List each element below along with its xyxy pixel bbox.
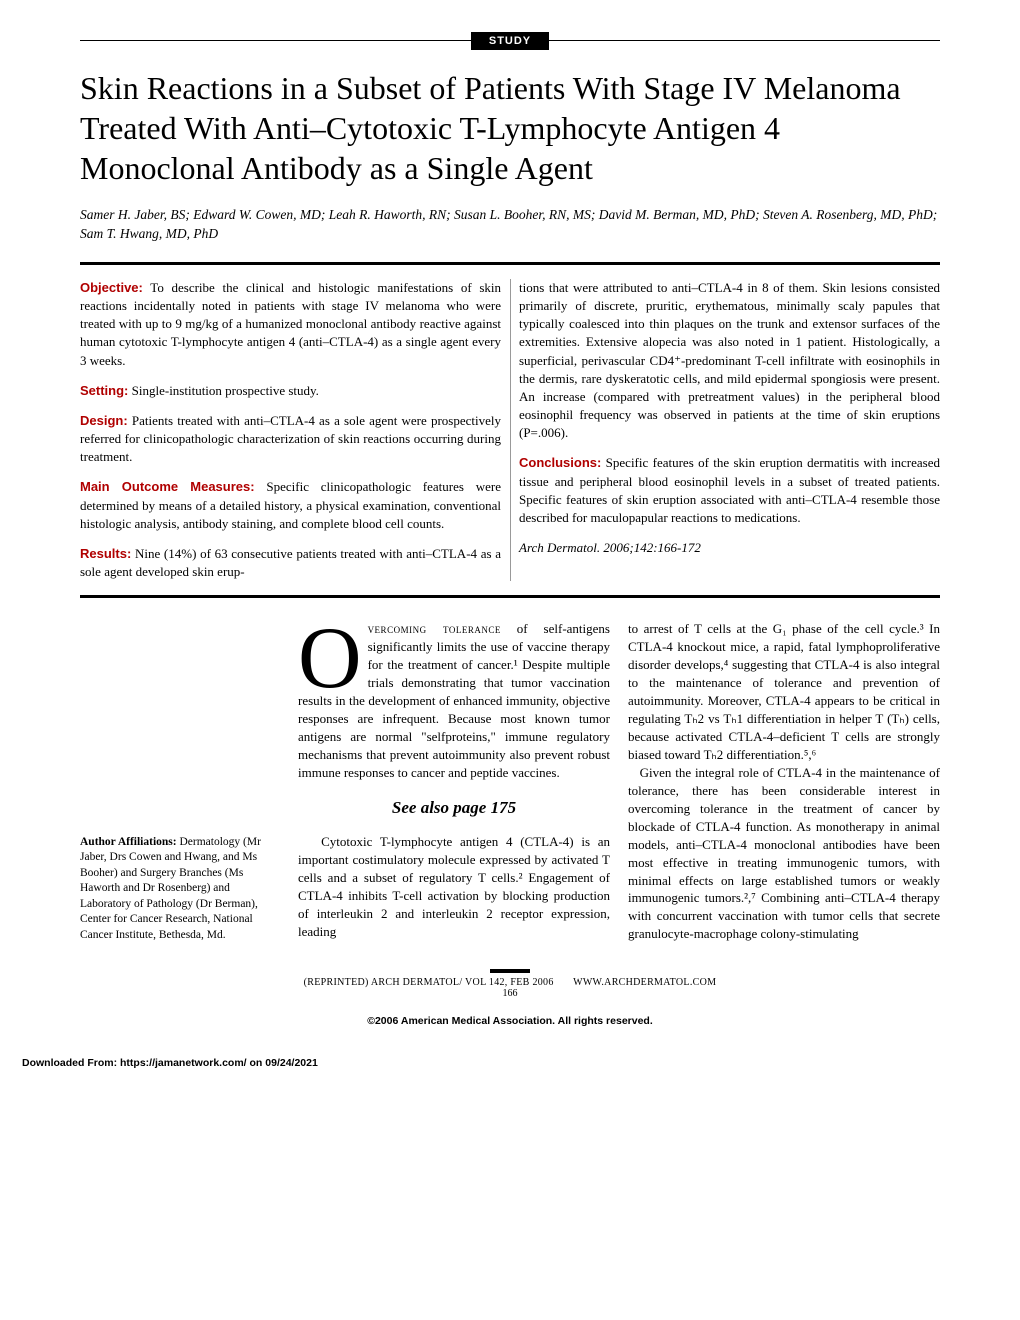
- see-also: See also page 175: [298, 796, 610, 819]
- label-results: Results:: [80, 546, 131, 561]
- text-objective: To describe the clinical and histologic …: [80, 280, 501, 368]
- dropcap: O: [298, 620, 368, 690]
- footer: (REPRINTED) ARCH DERMATOL/ VOL 142, FEB …: [80, 969, 940, 1027]
- label-design: Design:: [80, 413, 128, 428]
- page-number: 166: [80, 988, 940, 999]
- body-columns: Overcoming tolerance of self-antigens si…: [298, 620, 940, 943]
- body-p1: Overcoming tolerance of self-antigens si…: [298, 620, 610, 781]
- footer-journal: (REPRINTED) ARCH DERMATOL/ VOL 142, FEB …: [80, 977, 940, 988]
- body-p1-smallcaps: vercoming tolerance: [368, 621, 501, 636]
- abs-setting: Setting: Single-institution prospective …: [80, 382, 501, 400]
- abstract-columns: Objective: To describe the clinical and …: [80, 279, 940, 582]
- abs-design: Design: Patients treated with anti–CTLA-…: [80, 412, 501, 467]
- page: STUDY Skin Reactions in a Subset of Pati…: [0, 0, 1020, 1047]
- text-setting: Single-institution prospective study.: [128, 383, 319, 398]
- abs-conclusions: Conclusions: Specific features of the sk…: [519, 454, 940, 527]
- label-setting: Setting:: [80, 383, 128, 398]
- label-outcome: Main Outcome Measures:: [80, 479, 255, 494]
- affiliations: Author Affiliations: Dermatology (Mr Jab…: [80, 835, 280, 944]
- affil-text: Dermatology (Mr Jaber, Drs Cowen and Hwa…: [80, 836, 261, 941]
- badge-wrap: STUDY: [80, 31, 940, 50]
- label-objective: Objective:: [80, 280, 143, 295]
- journal-url: WWW.ARCHDERMATOL.COM: [573, 977, 716, 988]
- abs-objective: Objective: To describe the clinical and …: [80, 279, 501, 370]
- journal-text: (REPRINTED) ARCH DERMATOL/ VOL 142, FEB …: [304, 977, 554, 988]
- body-p4: Given the integral role of CTLA-4 in the…: [628, 764, 940, 943]
- abstract-block: Objective: To describe the clinical and …: [80, 262, 940, 599]
- authors: Samer H. Jaber, BS; Edward W. Cowen, MD;…: [80, 206, 940, 244]
- footer-rule: [490, 969, 530, 973]
- abs-results-a: Results: Nine (14%) of 63 consecutive pa…: [80, 545, 501, 581]
- copyright: ©2006 American Medical Association. All …: [80, 1015, 940, 1027]
- citation: Arch Dermatol. 2006;142:166-172: [519, 539, 940, 557]
- label-conclusions: Conclusions:: [519, 455, 601, 470]
- download-note: Downloaded From: https://jamanetwork.com…: [22, 1057, 1020, 1069]
- abs-results-b: tions that were attributed to anti–CTLA-…: [519, 279, 940, 443]
- text-design: Patients treated with anti–CTLA-4 as a s…: [80, 413, 501, 464]
- article-title: Skin Reactions in a Subset of Patients W…: [80, 68, 940, 188]
- body-p3: to arrest of T cells at the G₁ phase of …: [628, 620, 940, 764]
- text-results-a: Nine (14%) of 63 consecutive patients tr…: [80, 546, 501, 579]
- body-p2: Cytotoxic T-lymphocyte antigen 4 (CTLA-4…: [298, 833, 610, 941]
- affiliations-column: Author Affiliations: Dermatology (Mr Jab…: [80, 620, 280, 943]
- affil-label: Author Affiliations:: [80, 836, 177, 848]
- abs-outcome: Main Outcome Measures: Specific clinicop…: [80, 478, 501, 533]
- study-badge: STUDY: [471, 32, 549, 50]
- body-section: Author Affiliations: Dermatology (Mr Jab…: [80, 620, 940, 943]
